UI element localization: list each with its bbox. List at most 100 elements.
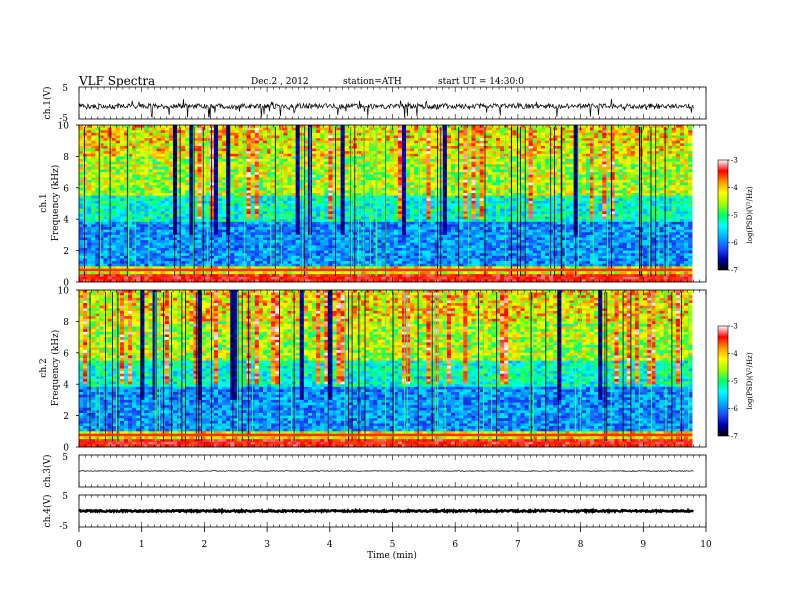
spectrogram-cell	[275, 253, 280, 257]
spectrogram-cell	[222, 206, 227, 210]
spectrogram-cell	[197, 125, 202, 128]
spectrogram-cell	[148, 125, 153, 128]
spectrogram-cell	[279, 276, 284, 280]
spectrogram-cell	[152, 247, 157, 251]
spectrogram-cell	[99, 274, 104, 278]
spectrogram-cell	[230, 130, 235, 134]
spectrogram-cell	[201, 247, 207, 251]
spectrogram-cell	[401, 140, 407, 144]
spectrogram-cell	[160, 166, 166, 170]
spectrogram-cell	[217, 266, 223, 270]
spectrogram-cell	[103, 219, 108, 223]
spectrogram-cell	[197, 237, 202, 241]
spectrogram-cell	[136, 169, 141, 173]
spectrogram-cell	[95, 200, 100, 204]
spectrogram-cell	[414, 229, 419, 233]
spectrogram-cell	[287, 221, 292, 225]
spectrogram-cell	[173, 237, 178, 241]
spectrogram-cell	[393, 266, 399, 270]
spectrogram-cell	[414, 159, 419, 162]
spectrogram-cell	[336, 132, 341, 136]
spectrogram-cell	[340, 179, 346, 183]
spectrogram-cell	[320, 148, 325, 152]
spectrogram-cell	[177, 276, 182, 280]
spectrogram-cell	[365, 240, 370, 244]
spectrogram-cell	[246, 274, 251, 278]
spectrogram-cell	[356, 232, 362, 236]
spectrogram-cell	[128, 255, 133, 259]
spectrogram-cell	[344, 125, 350, 128]
spectrogram-cell	[283, 164, 288, 168]
spectrogram-cell	[254, 229, 260, 233]
spectrogram-cell	[79, 276, 84, 280]
spectrogram-cell	[173, 193, 178, 196]
spectrogram-cell	[83, 127, 88, 131]
spectrogram-cell	[295, 245, 301, 249]
figure-title: VLF Spectra	[78, 74, 155, 88]
spectrogram-cell	[254, 174, 260, 178]
spectrogram-cell	[152, 177, 157, 181]
spectrogram-cell	[287, 127, 292, 131]
spectrogram-cell	[99, 174, 104, 178]
spectrogram-cell	[332, 250, 337, 254]
spectrogram-cell	[385, 206, 390, 210]
spectrogram-cell	[385, 250, 390, 254]
spectrogram-cell	[373, 245, 378, 249]
spectrogram-cell	[271, 156, 276, 160]
spectrogram-cell	[262, 258, 268, 262]
spectrogram-cell	[144, 169, 149, 173]
spectrogram-cell	[213, 161, 219, 165]
spectrogram-cell	[328, 206, 333, 210]
spectrogram-cell	[177, 164, 182, 168]
spectrogram-cell	[181, 156, 186, 160]
spectrogram-cell	[316, 274, 321, 278]
spectrogram-cell	[156, 182, 162, 186]
spectrogram-cell	[152, 206, 157, 210]
spectrogram-cell	[332, 174, 337, 178]
spectrogram-cell	[164, 234, 170, 238]
spectrogram-cell	[111, 161, 117, 165]
spectrogram-cell	[381, 219, 386, 223]
spectrogram-cell	[173, 182, 178, 186]
spectrogram-cell	[213, 258, 219, 262]
spectrogram-cell	[291, 182, 296, 186]
spectrogram-cell	[397, 177, 403, 181]
spectrogram-cell	[217, 164, 223, 168]
spectrogram-cell	[303, 156, 309, 160]
spectrogram-cell	[111, 245, 117, 249]
spectrogram-cell	[168, 164, 174, 168]
spectrogram-cell	[185, 237, 190, 241]
spectrogram-cell	[173, 132, 178, 136]
spectrogram-cell	[217, 229, 223, 233]
spectrogram-cell	[181, 159, 186, 162]
spectrogram-cell	[258, 190, 264, 194]
spectrogram-cell	[234, 219, 239, 223]
spectrogram-cell	[267, 185, 272, 189]
spectrogram-cell	[291, 187, 296, 191]
spectrogram-cell	[410, 219, 415, 223]
spectrogram-cell	[177, 255, 182, 259]
spectrogram-cell	[185, 143, 190, 147]
spectrogram-cell	[91, 159, 96, 162]
spectrogram-cell	[258, 166, 264, 170]
spectrogram-cell	[193, 198, 198, 202]
spectrogram-cell	[336, 172, 341, 176]
spectrogram-cell	[316, 190, 321, 194]
spectrogram-cell	[177, 224, 182, 228]
spectrogram-cell	[303, 216, 309, 220]
spectrogram-cell	[91, 185, 96, 189]
spectrogram-cell	[369, 169, 374, 173]
spectrogram-cell	[115, 274, 121, 278]
spectrogram-cell	[87, 227, 92, 230]
spectrogram-cell	[103, 213, 108, 217]
spectrogram-cell	[287, 169, 292, 173]
spectrogram-cell	[160, 253, 166, 257]
spectrogram-cell	[316, 193, 321, 196]
spectrogram-cell	[324, 193, 329, 196]
spectrogram-cell	[369, 164, 374, 168]
spectrogram-cell	[230, 240, 235, 244]
spectrogram-cell	[320, 153, 325, 157]
spectrogram-cell	[377, 274, 382, 278]
spectrogram-cell	[340, 261, 346, 264]
spectrogram-cell	[328, 127, 333, 131]
